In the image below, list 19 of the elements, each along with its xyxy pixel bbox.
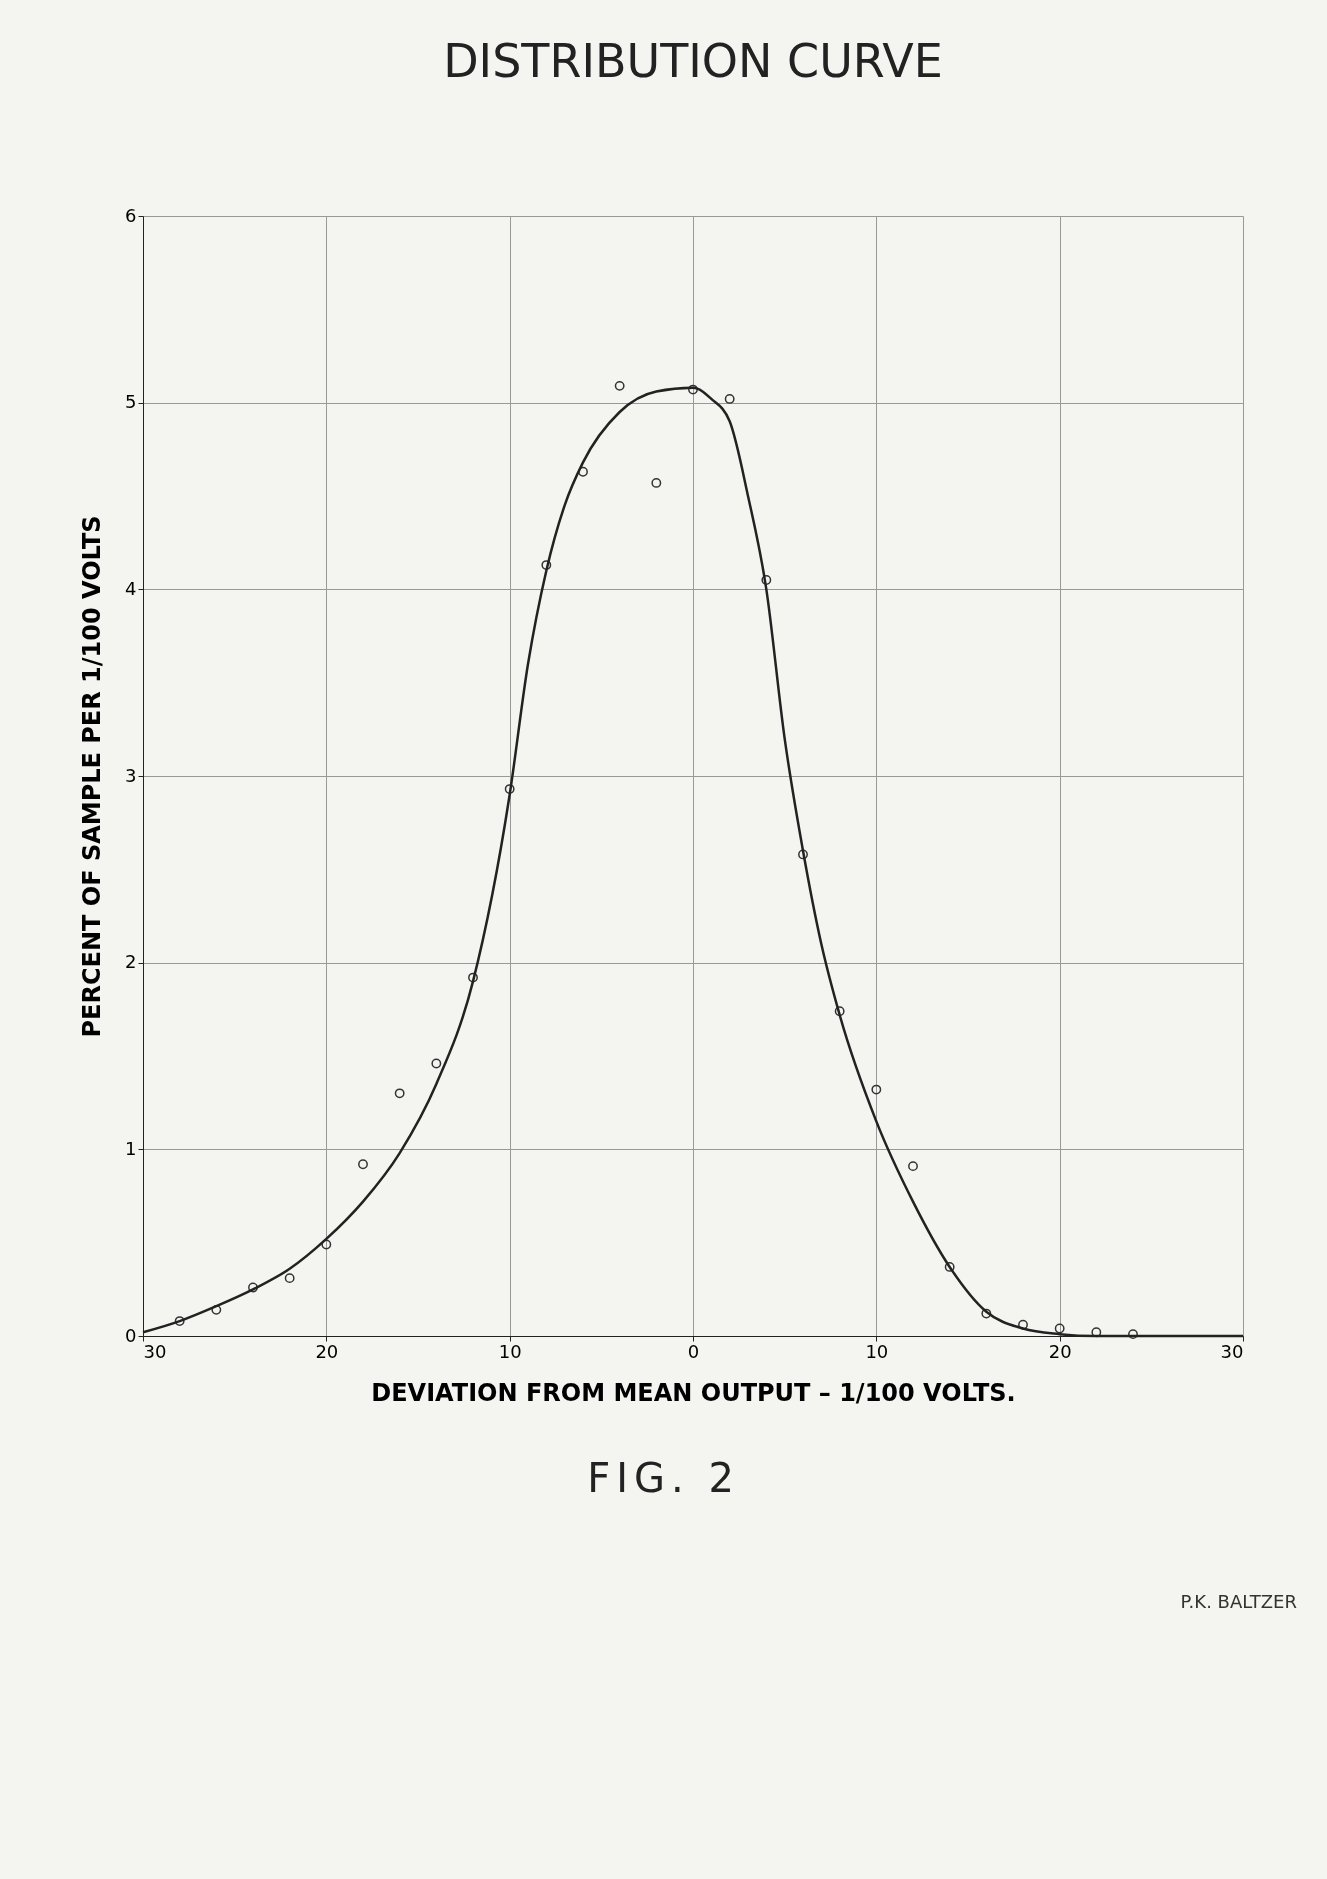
- x-tick-label: 20: [315, 1340, 339, 1362]
- chart-title: DISTRIBUTION CURVE: [443, 34, 943, 88]
- y-tick-label: 0: [125, 1324, 137, 1346]
- y-tick-label: 5: [125, 391, 137, 413]
- y-tick-label: 6: [125, 204, 137, 226]
- x-tick-label: 30: [1220, 1340, 1244, 1362]
- y-axis-title: PERCENT OF SAMPLE PER 1/100 VOLTS: [78, 515, 107, 1038]
- text: P.K. BALTZER: [1179, 1591, 1297, 1612]
- x-tick-label: 0: [687, 1340, 700, 1362]
- y-tick-label: 1: [125, 1137, 137, 1159]
- y-tick-label: 4: [125, 577, 137, 599]
- y-tick-label: 2: [125, 951, 137, 973]
- x-axis-title: DEVIATION FROM MEAN OUTPUT – 1/100 VOLTS.: [371, 1378, 1016, 1407]
- caption: FIG. 2: [586, 1455, 741, 1501]
- x-tick-label: 30: [143, 1340, 167, 1362]
- x-tick-label: 20: [1048, 1340, 1072, 1362]
- x-tick-label: 10: [865, 1340, 889, 1362]
- y-tick-label: 3: [125, 764, 137, 786]
- x-tick-label: 10: [498, 1340, 522, 1362]
